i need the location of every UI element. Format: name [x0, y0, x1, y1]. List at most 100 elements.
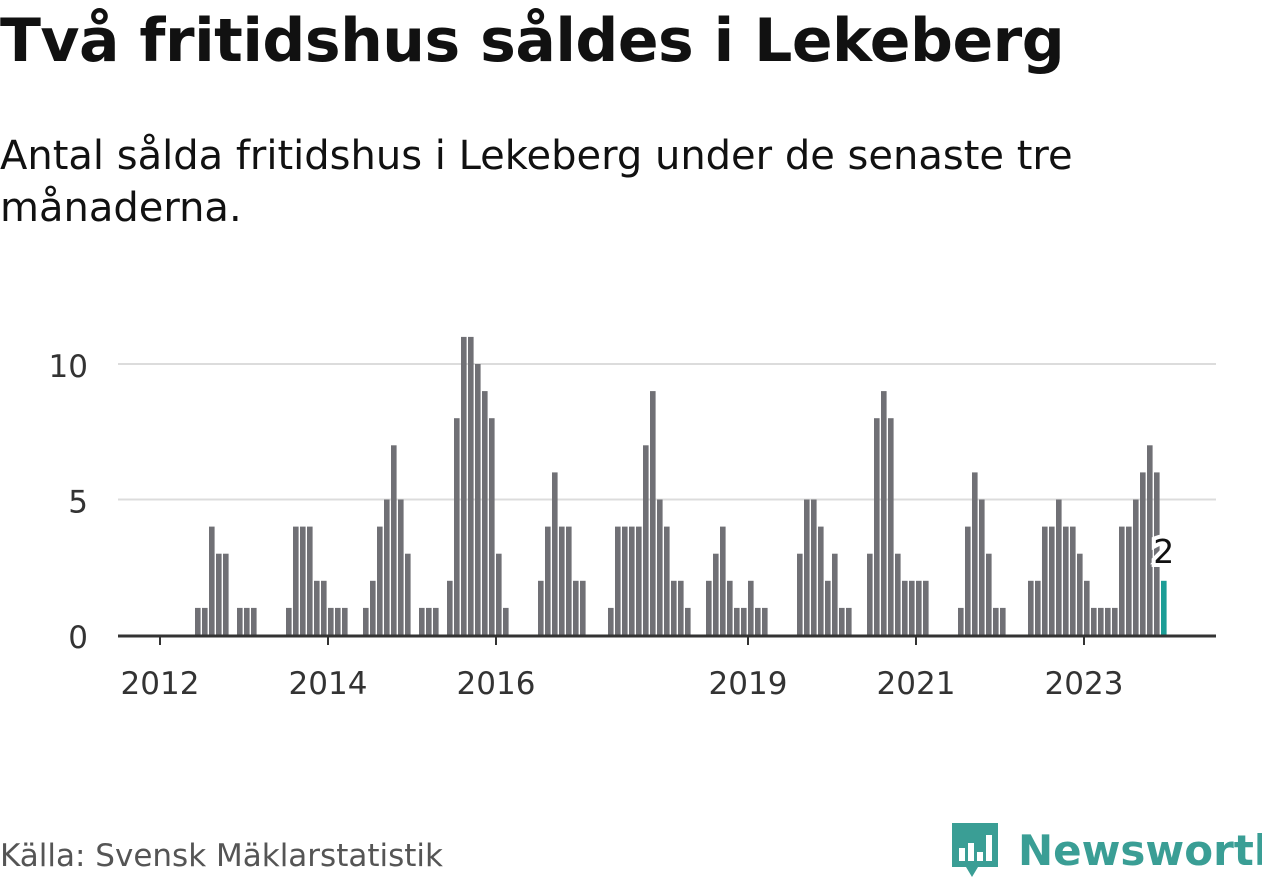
bar: [727, 580, 733, 635]
bar: [713, 553, 719, 635]
bar: [1056, 499, 1062, 635]
brand-logo: Newsworthy: [950, 820, 1262, 880]
bar: [426, 607, 432, 635]
bar: [1049, 526, 1055, 635]
bar: [489, 418, 495, 635]
bar: [979, 499, 985, 635]
bar: [811, 499, 817, 635]
bar: [1084, 580, 1090, 635]
bar: [370, 580, 376, 635]
bar: [762, 607, 768, 635]
highlight-bar: [1161, 580, 1167, 635]
bar: [1154, 472, 1160, 635]
bar: [839, 607, 845, 635]
bar: [986, 553, 992, 635]
bar: [895, 553, 901, 635]
bar: [881, 391, 887, 635]
data-label: 2: [1153, 532, 1174, 571]
bar: [475, 364, 481, 635]
bar: [615, 526, 621, 635]
bar: [1112, 607, 1118, 635]
bar: [636, 526, 642, 635]
bar: [867, 553, 873, 635]
brand-name: Newsworthy: [1018, 825, 1262, 875]
chart-title: Två fritidshus såldes i Lekeberg: [0, 6, 1065, 76]
bar: [629, 526, 635, 635]
bar: [482, 391, 488, 635]
bar: [909, 580, 915, 635]
bar: [566, 526, 572, 635]
bar: [825, 580, 831, 635]
bar: [300, 526, 306, 635]
bar: [573, 580, 579, 635]
bar: [286, 607, 292, 635]
bar: [734, 607, 740, 635]
bar: [1140, 472, 1146, 635]
bar: [1000, 607, 1006, 635]
bar: [1091, 607, 1097, 635]
bar: [503, 607, 509, 635]
bar: [496, 553, 502, 635]
bar: [195, 607, 201, 635]
bar: [419, 607, 425, 635]
x-tick-label: 2014: [289, 666, 368, 702]
bar: [1070, 526, 1076, 635]
bar: [1133, 499, 1139, 635]
bar: [223, 553, 229, 635]
bar: [251, 607, 257, 635]
bar: [818, 526, 824, 635]
bar: [664, 526, 670, 635]
bar: [398, 499, 404, 635]
bar: [244, 607, 250, 635]
bar: [643, 445, 649, 635]
bar: [888, 418, 894, 635]
bar: [307, 526, 313, 635]
bar: [433, 607, 439, 635]
bar: [468, 336, 474, 635]
bar: [797, 553, 803, 635]
bar: [706, 580, 712, 635]
bar: [1098, 607, 1104, 635]
bar: [377, 526, 383, 635]
chart-subtitle: Antal sålda fritidshus i Lekeberg under …: [0, 133, 1073, 231]
bar: [454, 418, 460, 635]
bar: [559, 526, 565, 635]
bar: [923, 580, 929, 635]
bar: [748, 580, 754, 635]
bar: [293, 526, 299, 635]
bar: [335, 607, 341, 635]
bar: [1147, 445, 1153, 635]
bar: [321, 580, 327, 635]
y-tick-label: 0: [68, 620, 88, 656]
bar: [685, 607, 691, 635]
bar: [328, 607, 334, 635]
bar: [678, 580, 684, 635]
bar: [874, 418, 880, 635]
bar: [1077, 553, 1083, 635]
bar: [958, 607, 964, 635]
x-tick-label: 2023: [1045, 666, 1124, 702]
bar: [314, 580, 320, 635]
bar: [622, 526, 628, 635]
y-tick-label: 5: [68, 485, 88, 521]
x-tick-label: 2019: [709, 666, 788, 702]
x-tick-label: 2021: [877, 666, 956, 702]
bar: [405, 553, 411, 635]
bar: [902, 580, 908, 635]
bar: [538, 580, 544, 635]
newsworthy-logo-icon: [952, 823, 998, 877]
bar: [832, 553, 838, 635]
bar: [755, 607, 761, 635]
bar: [545, 526, 551, 635]
bar: [461, 336, 467, 635]
bar: [608, 607, 614, 635]
bar: [237, 607, 243, 635]
bar: [671, 580, 677, 635]
bar: [552, 472, 558, 635]
bar: [447, 580, 453, 635]
bar: [1126, 526, 1132, 635]
bar: [216, 553, 222, 635]
bar: [209, 526, 215, 635]
bar: [846, 607, 852, 635]
